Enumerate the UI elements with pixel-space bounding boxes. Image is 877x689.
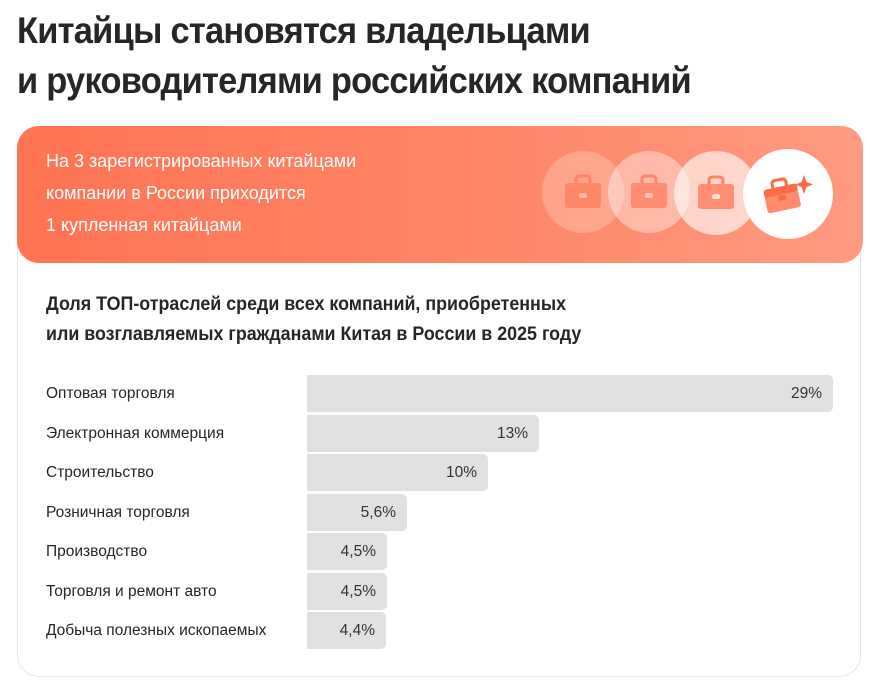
bar-label: Электронная коммерция: [46, 425, 225, 442]
bar-row: Строительство 10%: [0, 454, 877, 491]
title-line-1: Китайцы становятся владельцами: [17, 10, 591, 51]
bar-row: Электронная коммерция 13%: [0, 415, 877, 452]
bar: 4,5%: [307, 533, 387, 570]
bar-value: 13%: [496, 425, 528, 442]
bar-row: Производство 4,5%: [0, 533, 877, 570]
briefcase-icon: [631, 174, 667, 208]
briefcase-sparkle-icon: [763, 175, 813, 214]
banner-text: На 3 зарегистрированных китайцами компан…: [46, 145, 356, 241]
bar-value: 5,6%: [360, 504, 396, 521]
page-title: Китайцы становятся владельцами и руковод…: [17, 6, 692, 106]
company-icons: [17, 126, 863, 263]
bar: 29%: [307, 375, 833, 412]
banner-line-3: 1 купленная китайцами: [46, 215, 242, 235]
circle-4: [743, 149, 833, 239]
chart-title-line-1: Доля ТОП-отраслей среди всех компаний, п…: [46, 294, 567, 315]
briefcase-icon: [565, 174, 601, 208]
bar-label: Розничная торговля: [46, 504, 190, 521]
banner-line-1: На 3 зарегистрированных китайцами: [46, 151, 357, 171]
bar: 10%: [307, 454, 488, 491]
bar-row: Оптовая торговля 29%: [0, 375, 877, 412]
bar-value: 4,4%: [339, 622, 375, 639]
chart-title: Доля ТОП-отраслей среди всех компаний, п…: [46, 290, 581, 350]
bar-row: Добыча полезных ископаемых 4,4%: [0, 612, 877, 649]
bar: 4,4%: [307, 612, 386, 649]
bar: 5,6%: [307, 494, 407, 531]
bar-label: Торговля и ремонт авто: [46, 583, 217, 600]
title-line-2: и руководителями российских компаний: [17, 60, 692, 101]
bar-row: Розничная торговля 5,6%: [0, 494, 877, 531]
bar-value: 4,5%: [340, 543, 376, 560]
chart-title-line-2: или возглавляемых гражданами Китая в Рос…: [46, 324, 582, 345]
bar-value: 4,5%: [340, 583, 376, 600]
bar-label: Строительство: [46, 464, 154, 481]
bar-value: 10%: [445, 464, 477, 481]
banner-line-2: компании в России приходится: [46, 183, 306, 203]
bar: 13%: [307, 415, 539, 452]
briefcase-icon: [698, 175, 734, 209]
bar-label: Производство: [46, 543, 148, 560]
circle-2: [608, 151, 690, 233]
circle-1: [542, 151, 624, 233]
summary-banner: На 3 зарегистрированных китайцами компан…: [17, 126, 863, 263]
bar: 4,5%: [307, 573, 387, 610]
bar-row: Торговля и ремонт авто 4,5%: [0, 573, 877, 610]
bar-value: 29%: [790, 385, 822, 402]
bar-label: Добыча полезных ископаемых: [46, 622, 267, 639]
bar-label: Оптовая торговля: [46, 385, 175, 402]
